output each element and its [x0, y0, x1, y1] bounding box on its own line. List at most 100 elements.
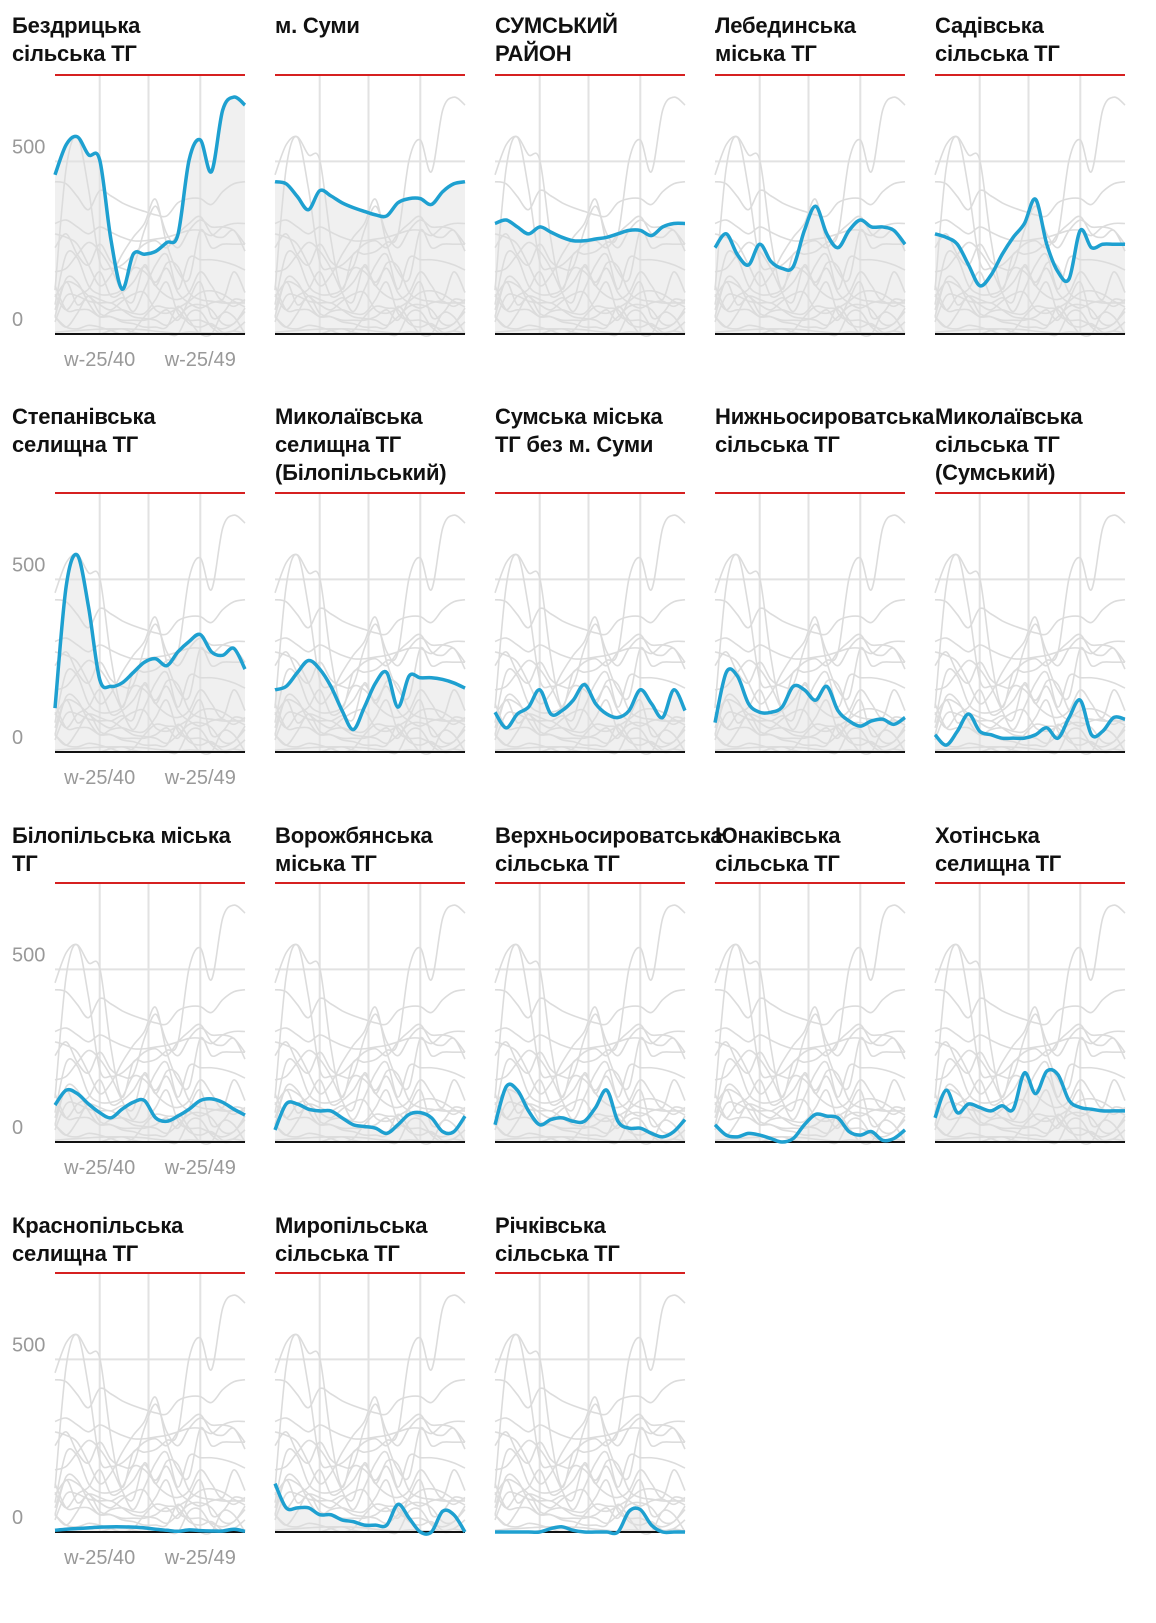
context-line	[494, 1058, 686, 1117]
highlight-line	[53, 95, 247, 291]
context-line	[494, 514, 686, 708]
context-line	[934, 135, 1126, 291]
context-line	[274, 135, 466, 291]
context-line	[54, 135, 246, 291]
context-line	[934, 693, 1126, 748]
y-tick-label: 500	[12, 944, 45, 966]
context-line	[494, 1479, 686, 1526]
panel	[493, 492, 687, 755]
context-line	[714, 1093, 906, 1145]
panel-title: Річківська сільська ТГ	[495, 1213, 620, 1266]
context-line	[494, 1093, 686, 1145]
panel	[713, 882, 907, 1145]
context-line	[54, 1479, 246, 1526]
context-line	[274, 1113, 466, 1143]
panel-title: Ворожбянська міська ТГ	[275, 823, 433, 876]
context-line	[494, 1458, 685, 1509]
context-line	[714, 988, 906, 1026]
context-line	[54, 514, 246, 708]
panel: 0 500 w-25/40 w-25/49	[12, 1272, 246, 1569]
highlight-line	[713, 667, 907, 728]
context-line	[274, 1093, 466, 1145]
context-line	[934, 1006, 1125, 1095]
context-line	[714, 1006, 905, 1095]
context-line	[274, 623, 466, 690]
context-line	[934, 668, 1126, 727]
context-line	[274, 988, 466, 1026]
context-line	[714, 198, 905, 287]
context-line	[54, 943, 246, 1099]
context-line	[274, 514, 466, 708]
panel-title: Хотінська селищна ТГ	[935, 823, 1062, 876]
context-line	[274, 1068, 465, 1119]
highlight-line	[274, 658, 466, 732]
context-line	[54, 280, 246, 315]
context-line	[494, 96, 686, 290]
context-line	[274, 1396, 465, 1485]
panel: 0 500 w-25/40 w-25/49	[12, 882, 246, 1179]
context-line	[54, 678, 245, 729]
context-line	[494, 693, 686, 748]
panel: 0 500 w-25/40 w-25/49	[12, 492, 247, 789]
panel-title: Юнаківська сільська ТГ	[715, 823, 841, 876]
context-line	[714, 285, 906, 337]
area	[935, 198, 1125, 334]
context-line	[494, 1006, 685, 1095]
panel-title: Миколаївська селищна ТГ (Білопільський)	[275, 404, 447, 485]
panel	[933, 492, 1126, 755]
highlight-line	[494, 218, 686, 243]
context-line	[494, 1068, 685, 1119]
y-tick-label: 500	[12, 136, 45, 158]
context-line	[54, 1378, 246, 1416]
context-line	[274, 280, 466, 315]
context-line	[274, 1403, 466, 1470]
context-line	[54, 698, 246, 733]
context-line	[934, 553, 1126, 709]
context-line	[54, 250, 246, 309]
context-line	[714, 514, 906, 708]
context-line	[934, 943, 1126, 1099]
area	[275, 1483, 465, 1535]
context-line	[54, 1294, 246, 1488]
context-line	[934, 1093, 1126, 1145]
panel-title: Миропільська сільська ТГ	[275, 1213, 428, 1266]
context-line	[54, 1403, 246, 1470]
y-tick-label: 0	[12, 1507, 23, 1529]
context-line	[274, 1294, 466, 1488]
context-line	[714, 1027, 906, 1050]
panel	[934, 74, 1126, 337]
panel-title: Нижньосироватська сільська ТГ	[715, 404, 935, 457]
highlight-line	[53, 1087, 246, 1124]
panel-title: Верхньосироватська сільська ТГ	[495, 823, 723, 876]
context-line	[494, 1417, 686, 1440]
context-line	[934, 703, 1126, 755]
highlight-line	[53, 552, 247, 709]
context-line	[494, 1013, 686, 1080]
context-line	[54, 1027, 246, 1050]
context-line	[494, 205, 686, 272]
context-line	[274, 698, 466, 733]
context-line	[274, 1027, 466, 1050]
area	[715, 668, 905, 752]
context-line	[274, 250, 466, 309]
context-line	[54, 1093, 246, 1145]
context-line	[494, 1503, 686, 1533]
context-line	[934, 616, 1125, 705]
context-line	[274, 553, 466, 709]
x-tick-label: w-25/49	[164, 349, 236, 371]
context-line	[494, 1088, 686, 1123]
context-line	[274, 693, 466, 748]
panel	[273, 1272, 467, 1536]
panel-title: СУМСЬКИЙ РАЙОН	[495, 13, 618, 66]
panel-title: Краснопільська селищна ТГ	[12, 1213, 184, 1266]
area	[495, 1508, 685, 1534]
context-line	[494, 250, 686, 309]
context-line	[714, 693, 906, 748]
context-line	[494, 1396, 685, 1485]
context-line	[274, 904, 466, 1098]
y-tick-label: 500	[12, 1334, 45, 1356]
context-line	[494, 275, 686, 330]
panel	[933, 882, 1126, 1145]
context-line	[54, 1333, 246, 1489]
x-tick-label: w-25/49	[164, 1547, 236, 1569]
